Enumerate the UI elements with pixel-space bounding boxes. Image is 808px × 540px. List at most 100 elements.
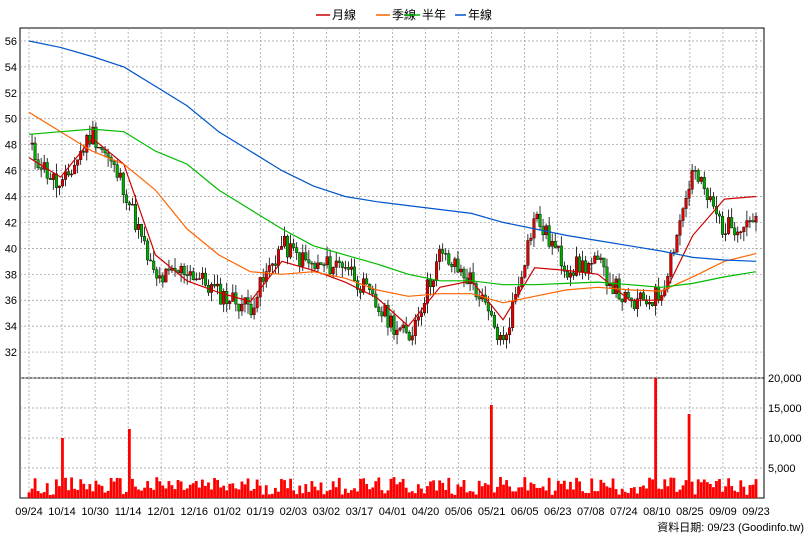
volume-bar bbox=[715, 480, 718, 498]
volume-bar bbox=[343, 488, 347, 498]
volume-bar bbox=[514, 491, 518, 498]
volume-bar bbox=[562, 480, 566, 498]
volume-bar bbox=[170, 485, 174, 498]
volume-bar bbox=[140, 490, 143, 498]
candle-body bbox=[441, 249, 445, 254]
candle-body bbox=[751, 220, 755, 223]
date-tick-label: 11/14 bbox=[115, 506, 142, 518]
candle-body bbox=[267, 265, 271, 272]
price-tick-label: 50 bbox=[5, 114, 17, 126]
candle-body bbox=[657, 286, 661, 301]
candle-body bbox=[188, 271, 192, 276]
price-tick-label: 44 bbox=[5, 192, 17, 204]
volume-bar bbox=[161, 485, 165, 498]
volume-bar bbox=[176, 479, 180, 498]
volume-bar bbox=[416, 484, 420, 498]
volume-bar bbox=[54, 479, 58, 498]
candle-body bbox=[438, 249, 442, 262]
candle-body bbox=[736, 231, 740, 236]
candle-body bbox=[508, 327, 512, 336]
volume-bar bbox=[429, 481, 432, 498]
volume-tick-label: 10,000 bbox=[768, 433, 802, 445]
volume-bar bbox=[486, 484, 490, 498]
volume-bar bbox=[82, 483, 86, 498]
candle-body bbox=[730, 217, 734, 229]
candle-body bbox=[283, 236, 287, 247]
candle-body bbox=[602, 257, 606, 268]
candle-body bbox=[547, 225, 551, 247]
date-tick-label: 05/21 bbox=[478, 506, 506, 518]
candle-body bbox=[651, 302, 655, 306]
volume-bar bbox=[675, 491, 679, 498]
volume-bar bbox=[657, 488, 661, 498]
candle-body bbox=[167, 268, 171, 271]
volume-bar bbox=[410, 491, 414, 498]
candle-body bbox=[179, 266, 183, 274]
candle-body bbox=[200, 272, 204, 279]
volume-bar bbox=[465, 492, 469, 498]
volume-bar bbox=[200, 479, 204, 498]
volume-bar bbox=[605, 486, 609, 498]
volume-bar bbox=[526, 490, 530, 498]
candle-body bbox=[614, 278, 618, 294]
candle-body bbox=[325, 256, 329, 266]
candle-body bbox=[30, 142, 34, 145]
candle-body bbox=[578, 256, 582, 272]
volume-bar bbox=[79, 479, 83, 498]
legend-item-monthly[interactable]: 月線 bbox=[316, 7, 356, 22]
candle-body bbox=[386, 304, 390, 328]
candle-body bbox=[538, 213, 542, 227]
volume-bar bbox=[134, 486, 137, 498]
volume-bar bbox=[629, 488, 633, 498]
volume-bar bbox=[742, 486, 746, 498]
volume-bar bbox=[453, 494, 457, 498]
candle-body bbox=[462, 268, 466, 279]
volume-bar bbox=[356, 491, 359, 498]
volume-bar bbox=[690, 481, 694, 498]
candle-body bbox=[699, 177, 703, 182]
volume-bar bbox=[404, 487, 408, 498]
candle-body bbox=[51, 173, 55, 180]
volume-bar bbox=[204, 485, 207, 498]
volume-bar bbox=[67, 490, 70, 498]
volume-bar bbox=[197, 487, 201, 498]
volume-bar bbox=[718, 479, 721, 498]
candle-body bbox=[559, 245, 563, 267]
volume-bar bbox=[407, 492, 411, 498]
candle-body bbox=[273, 263, 277, 266]
candle-body bbox=[474, 283, 478, 298]
volume-bar bbox=[699, 482, 703, 498]
volume-bar bbox=[480, 486, 484, 498]
candle-body bbox=[255, 296, 259, 309]
volume-bar bbox=[672, 477, 676, 498]
volume-bar bbox=[386, 490, 390, 498]
volume-bar bbox=[194, 480, 198, 498]
candle-body bbox=[115, 164, 119, 178]
volume-bar bbox=[115, 477, 119, 498]
candle-body bbox=[450, 264, 454, 267]
volume-bar bbox=[550, 494, 554, 498]
volume-bar bbox=[179, 481, 183, 498]
candle-body bbox=[82, 150, 86, 153]
candle-body bbox=[401, 324, 405, 329]
volume-bar bbox=[648, 477, 651, 498]
candle-body bbox=[295, 247, 299, 253]
candle-body bbox=[638, 292, 642, 299]
candle-body bbox=[334, 260, 338, 268]
volume-bar bbox=[581, 491, 585, 498]
legend-item-halfyear[interactable]: 半年 bbox=[404, 8, 446, 22]
volume-bar bbox=[289, 478, 292, 498]
date-tick-label: 08/10 bbox=[643, 506, 671, 518]
candle-body bbox=[185, 274, 189, 276]
volume-bar bbox=[158, 481, 162, 498]
moving-average-lines bbox=[28, 40, 757, 327]
volume-bar bbox=[642, 485, 645, 498]
volume-bar bbox=[173, 489, 177, 498]
candle-body bbox=[748, 220, 752, 222]
date-tick-label: 06/23 bbox=[544, 506, 572, 518]
candle-body bbox=[103, 149, 107, 154]
volume-bar bbox=[593, 491, 597, 498]
legend-item-yearly[interactable]: 年線 bbox=[455, 7, 492, 22]
volume-bar bbox=[596, 491, 600, 498]
volume-bar bbox=[58, 486, 61, 498]
